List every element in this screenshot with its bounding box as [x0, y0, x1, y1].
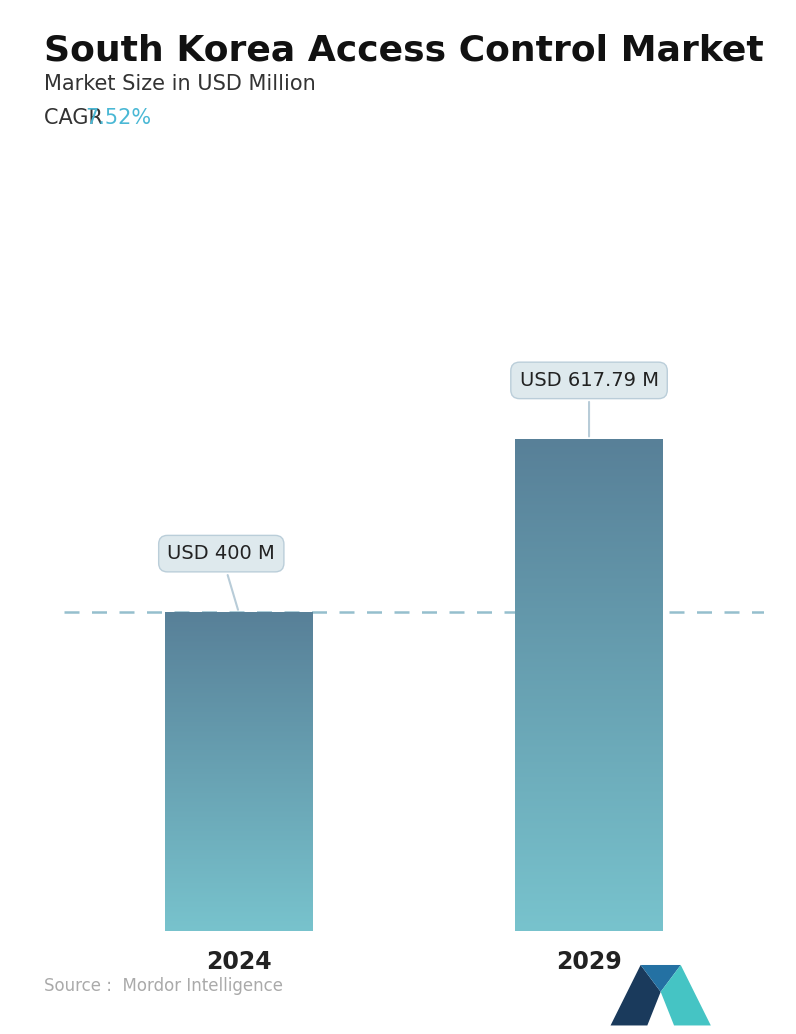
Text: 7.52%: 7.52%: [85, 108, 151, 127]
Text: Market Size in USD Million: Market Size in USD Million: [44, 74, 315, 94]
Text: South Korea Access Control Market: South Korea Access Control Market: [44, 33, 763, 67]
Text: USD 617.79 M: USD 617.79 M: [520, 371, 658, 436]
Polygon shape: [641, 965, 681, 992]
Text: USD 400 M: USD 400 M: [167, 544, 275, 610]
Polygon shape: [611, 965, 661, 1026]
Text: Source :  Mordor Intelligence: Source : Mordor Intelligence: [44, 977, 283, 995]
Polygon shape: [661, 965, 711, 1026]
Text: CAGR: CAGR: [44, 108, 109, 127]
